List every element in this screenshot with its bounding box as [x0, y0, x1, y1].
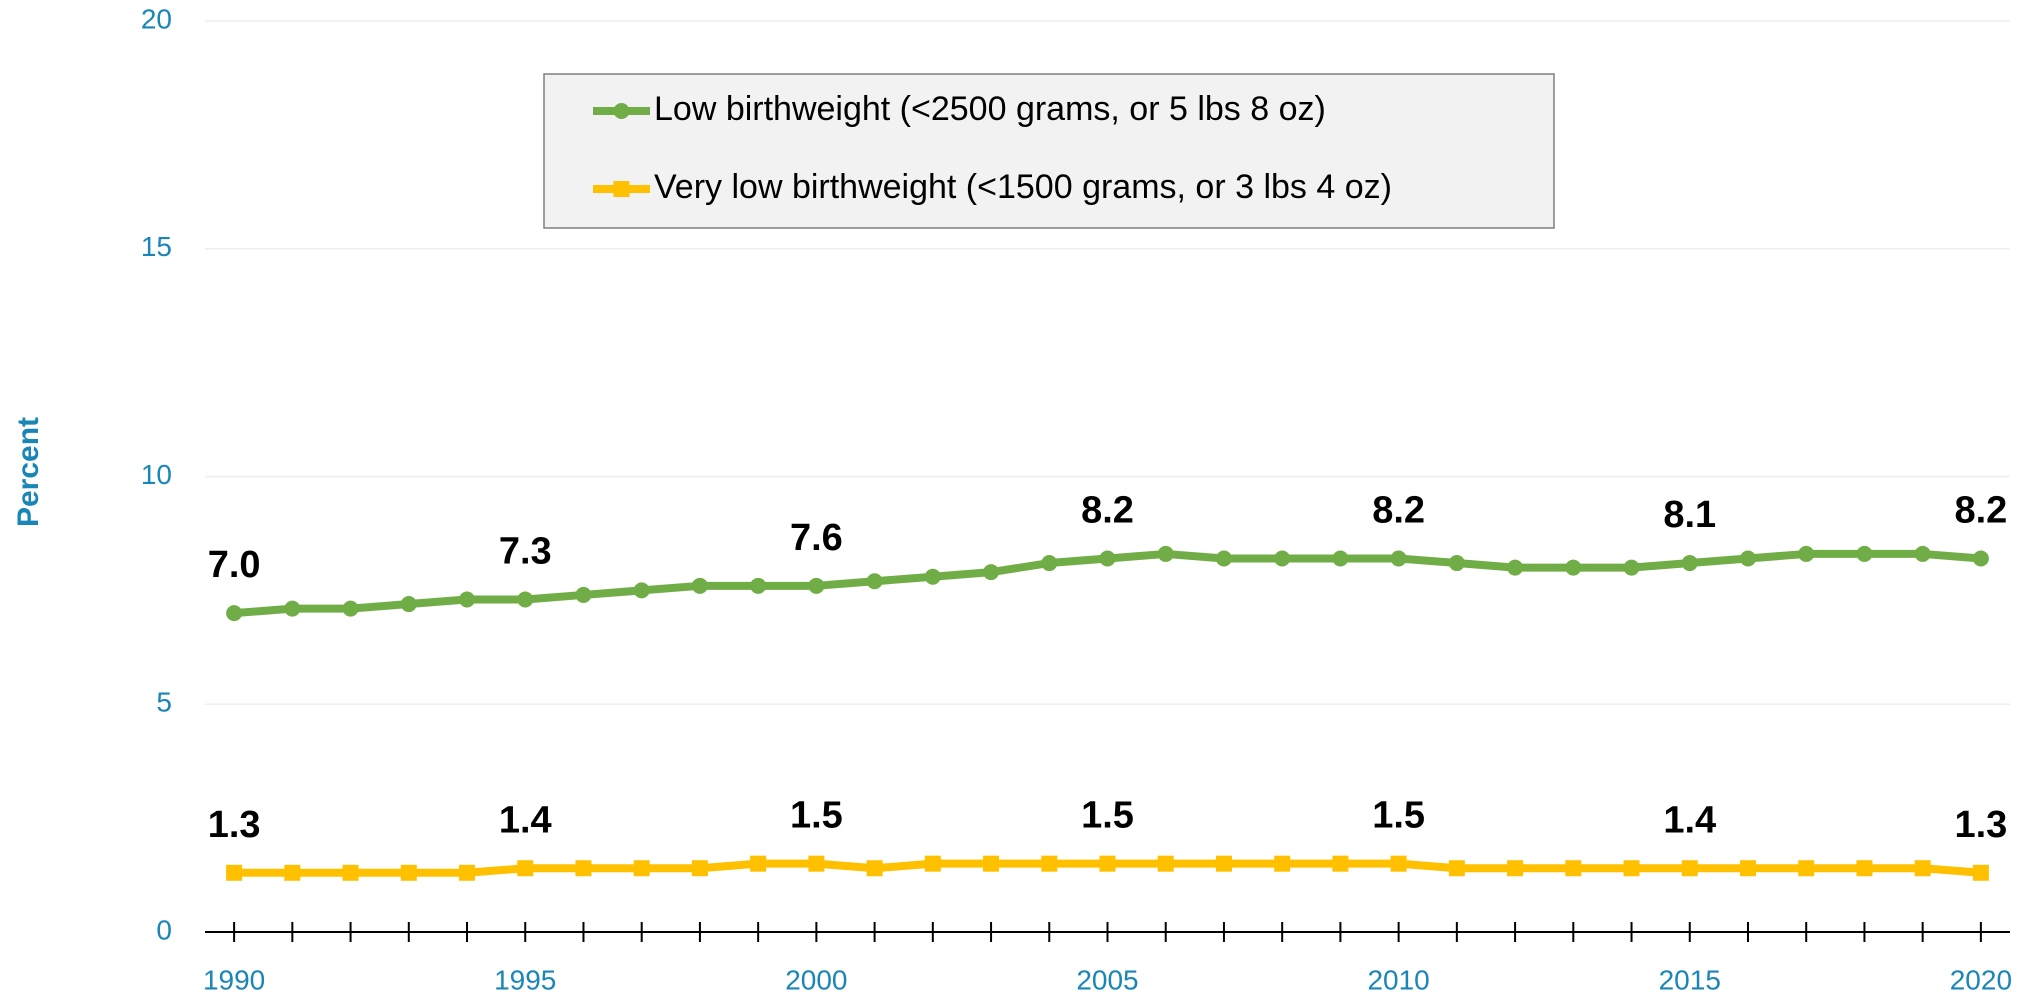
marker — [1739, 860, 1756, 877]
marker — [1623, 860, 1640, 877]
x-tick-label: 2005 — [1076, 964, 1138, 995]
marker — [575, 586, 592, 603]
marker — [1099, 550, 1116, 567]
marker — [1739, 550, 1756, 567]
marker — [750, 577, 767, 594]
marker — [1507, 559, 1524, 576]
marker — [1332, 550, 1349, 567]
marker — [517, 860, 534, 877]
marker — [1274, 550, 1291, 567]
marker — [983, 564, 1000, 581]
marker — [1157, 545, 1174, 562]
data-label: 1.5 — [1372, 795, 1425, 837]
marker — [1798, 545, 1815, 562]
y-tick-label: 5 — [156, 687, 172, 718]
marker — [1507, 860, 1524, 877]
legend-label: Low birthweight (<2500 grams, or 5 lbs 8… — [654, 90, 1326, 128]
x-tick-label: 2015 — [1659, 964, 1721, 995]
x-tick-label: 1990 — [203, 964, 265, 995]
y-tick-label: 10 — [141, 459, 172, 490]
marker — [1914, 545, 1931, 562]
data-label: 1.4 — [499, 799, 552, 841]
data-label: 7.6 — [790, 517, 843, 559]
marker — [284, 600, 301, 617]
data-label: 7.3 — [499, 531, 552, 573]
marker — [1681, 555, 1698, 572]
marker — [1157, 855, 1174, 872]
marker — [1914, 860, 1931, 877]
data-label: 1.3 — [1954, 804, 2007, 846]
marker — [1565, 860, 1582, 877]
marker — [1274, 855, 1291, 872]
y-tick-label: 20 — [141, 3, 172, 34]
marker — [400, 596, 417, 613]
marker — [459, 864, 476, 881]
x-tick-label: 1995 — [494, 964, 556, 995]
legend-box — [543, 73, 1555, 229]
legend-marker — [613, 181, 630, 197]
marker — [1332, 855, 1349, 872]
data-label: 8.2 — [1081, 490, 1134, 532]
data-label: 1.5 — [790, 795, 843, 837]
legend-label: Very low birthweight (<1500 grams, or 3 … — [654, 168, 1392, 206]
marker — [1972, 550, 1989, 567]
marker — [691, 577, 708, 594]
marker — [1041, 855, 1058, 872]
marker — [1390, 855, 1407, 872]
data-label: 8.1 — [1663, 494, 1716, 536]
marker — [1041, 555, 1058, 572]
marker — [1448, 860, 1465, 877]
marker — [342, 600, 359, 617]
data-label: 1.4 — [1663, 799, 1716, 841]
marker — [866, 573, 883, 590]
marker — [1565, 559, 1582, 576]
marker — [400, 864, 417, 881]
marker — [924, 568, 941, 585]
data-label: 8.2 — [1372, 490, 1425, 532]
marker — [226, 864, 243, 881]
marker — [1856, 545, 1873, 562]
y-tick-label: 15 — [141, 231, 172, 262]
data-label: 7.0 — [208, 544, 261, 586]
marker — [1623, 559, 1640, 576]
data-label: 1.3 — [208, 804, 261, 846]
marker — [691, 860, 708, 877]
marker — [808, 855, 825, 872]
data-label: 8.2 — [1954, 490, 2007, 532]
marker — [1215, 855, 1232, 872]
marker — [633, 582, 650, 599]
marker — [866, 860, 883, 877]
marker — [1390, 550, 1407, 567]
marker — [575, 860, 592, 877]
legend-marker — [613, 103, 630, 119]
x-tick-label: 2000 — [785, 964, 847, 995]
data-label: 1.5 — [1081, 795, 1134, 837]
marker — [808, 577, 825, 594]
marker — [1099, 855, 1116, 872]
marker — [1681, 860, 1698, 877]
marker — [1856, 860, 1873, 877]
y-tick-label: 0 — [156, 914, 172, 945]
marker — [924, 855, 941, 872]
y-axis-label: Percent — [12, 417, 45, 527]
marker — [1215, 550, 1232, 567]
marker — [983, 855, 1000, 872]
marker — [459, 591, 476, 608]
x-tick-label: 2010 — [1367, 964, 1429, 995]
marker — [517, 591, 534, 608]
marker — [1798, 860, 1815, 877]
marker — [633, 860, 650, 877]
marker — [342, 864, 359, 881]
marker — [1972, 864, 1989, 881]
x-tick-label: 2020 — [1950, 964, 2012, 995]
marker — [1448, 555, 1465, 572]
marker — [750, 855, 767, 872]
marker — [226, 605, 243, 622]
marker — [284, 864, 301, 881]
